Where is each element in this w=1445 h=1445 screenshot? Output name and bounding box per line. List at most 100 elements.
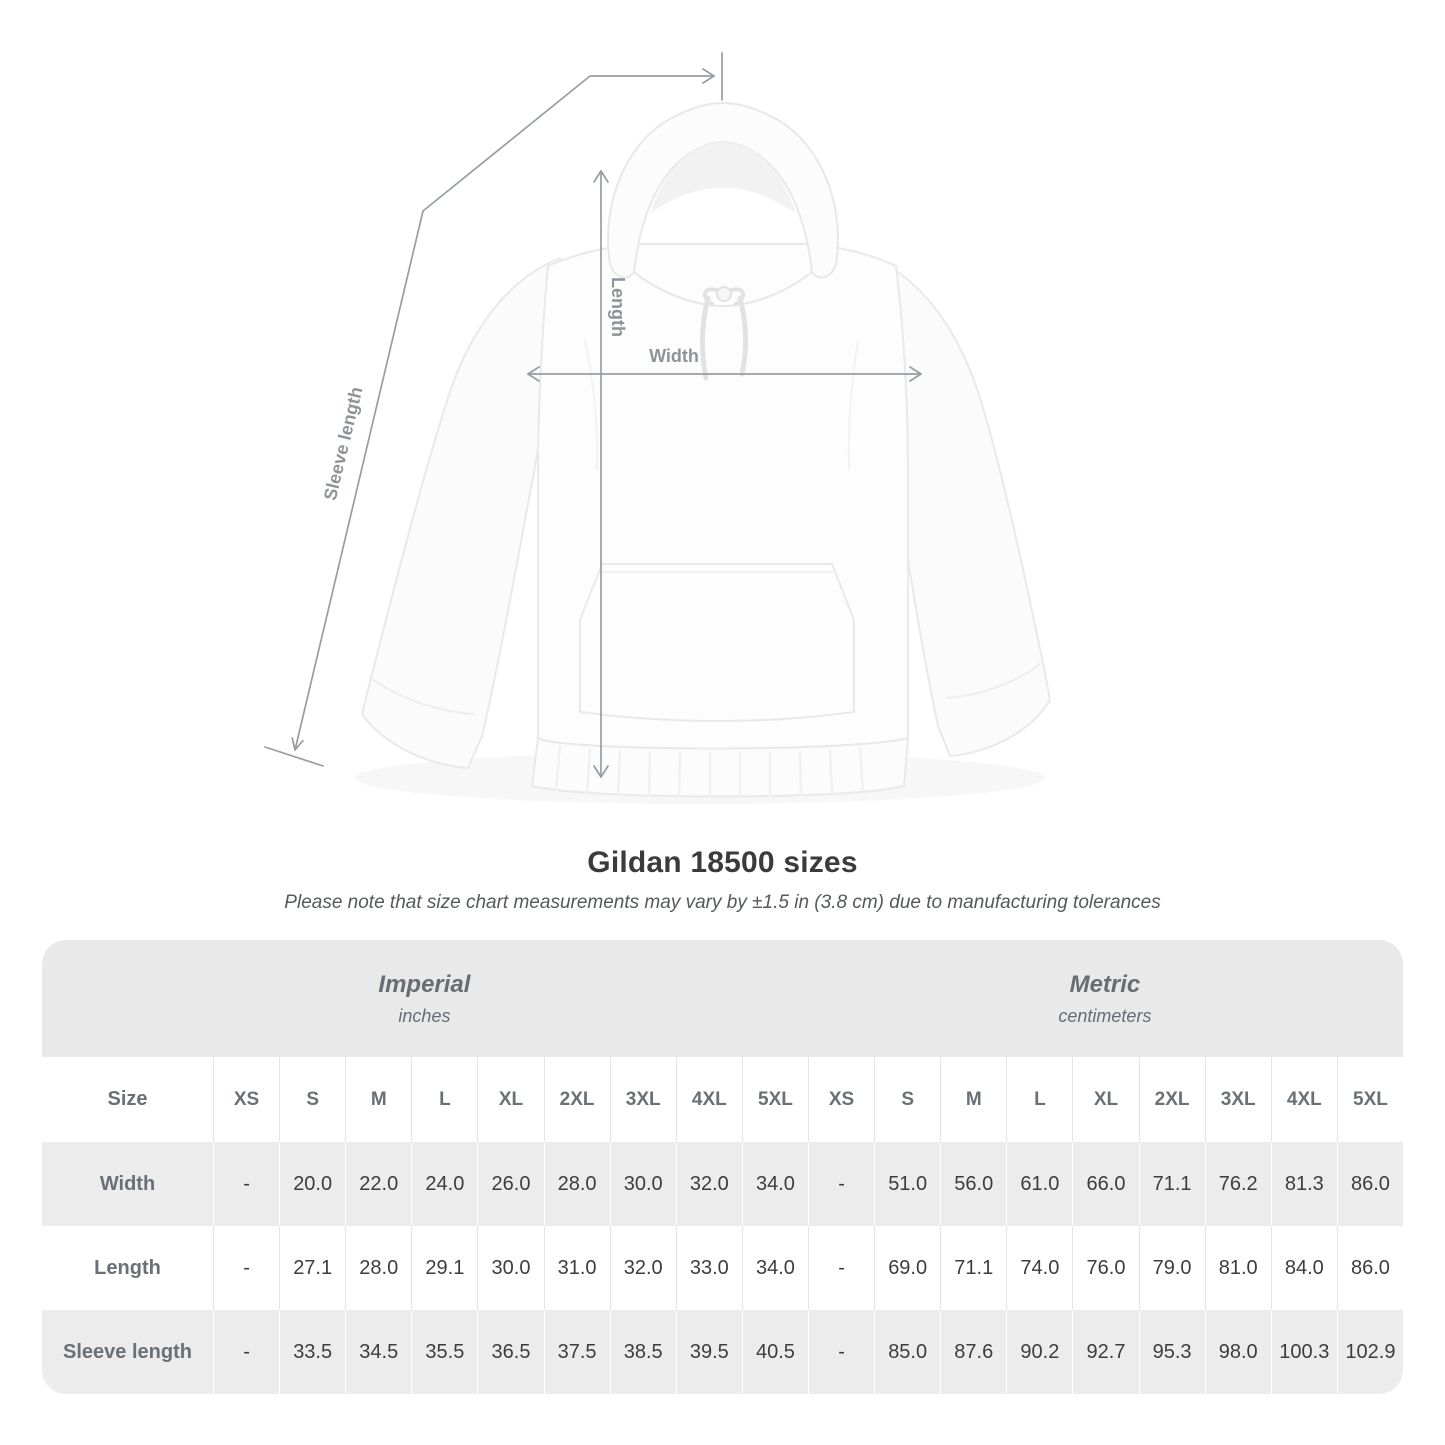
imperial-value-cell: 34.5 <box>345 1310 411 1394</box>
metric-value-cell: 98.0 <box>1204 1310 1271 1394</box>
metric-value-cell: 84.0 <box>1270 1226 1337 1310</box>
sleeve-length-measure-label: Sleeve length <box>320 385 367 503</box>
metric-value-cell: - <box>808 1310 874 1394</box>
measurement-row: Length -27.1 28.0 29.1 30.0 31.0 32.0 33.0 34.0-… <box>42 1226 1403 1310</box>
imperial-value-cell: 35.5 <box>411 1310 477 1394</box>
metric-value-cell: 95.3 <box>1138 1310 1205 1394</box>
row-label: Width <box>99 1172 156 1195</box>
metric-size-header: M <box>940 1057 1006 1142</box>
metric-size-header: XS <box>808 1057 874 1142</box>
metric-size-header: XL <box>1072 1057 1138 1142</box>
length-measure-line <box>593 170 609 778</box>
imperial-value-cell: 40.5 <box>741 1310 808 1394</box>
imperial-value-cell: 37.5 <box>543 1310 610 1394</box>
hoodie-fold-right <box>847 339 859 471</box>
metric-value-cell: 81.0 <box>1204 1226 1271 1310</box>
metric-value-cell: 87.6 <box>940 1310 1006 1394</box>
metric-group-unit: centimeters <box>1058 1005 1152 1026</box>
metric-value-cell: 69.0 <box>874 1226 940 1310</box>
metric-value-cell: 86.0 <box>1336 1142 1403 1226</box>
hoodie-left-cuff-seam <box>373 679 475 715</box>
imperial-value-cell: 33.0 <box>675 1226 742 1310</box>
hoodie-right-cuff-seam <box>945 663 1041 699</box>
tolerance-note: Please note that size chart measurements… <box>284 892 1161 913</box>
metric-value-cell: 81.3 <box>1270 1142 1337 1226</box>
imperial-value-cell: 38.5 <box>609 1310 676 1394</box>
metric-value-cell: 51.0 <box>874 1142 940 1226</box>
imperial-value-cell: - <box>213 1310 279 1394</box>
imperial-value-cell: 34.0 <box>741 1142 808 1226</box>
metric-value-cell: 79.0 <box>1138 1226 1205 1310</box>
imperial-size-header: M <box>345 1057 411 1142</box>
metric-value-cell: 71.1 <box>940 1226 1006 1310</box>
metric-value-cell: - <box>808 1142 874 1226</box>
imperial-size-header: L <box>411 1057 477 1142</box>
imperial-group-header: Imperial inches <box>42 940 807 1057</box>
metric-value-cell: - <box>808 1226 874 1310</box>
imperial-value-cell: 24.0 <box>411 1142 477 1226</box>
hoodie-hood-lining <box>650 142 796 214</box>
imperial-value-cell: 36.5 <box>477 1310 543 1394</box>
imperial-size-header: 3XL <box>609 1057 676 1142</box>
metric-value-cell: 61.0 <box>1006 1142 1072 1226</box>
row-label: Sleeve length <box>63 1340 192 1363</box>
imperial-group-unit: inches <box>398 1005 451 1026</box>
imperial-value-cell: 30.0 <box>609 1142 676 1226</box>
imperial-value-cell: - <box>213 1226 279 1310</box>
imperial-value-cell: 32.0 <box>675 1142 742 1226</box>
imperial-value-cell: 34.0 <box>741 1226 808 1310</box>
hoodie-fold-left <box>584 339 599 471</box>
measurement-row: Sleeve length -33.5 34.5 35.5 36.5 37.5 38.5 39… <box>42 1310 1403 1394</box>
imperial-value-cell: 26.0 <box>477 1142 543 1226</box>
metric-size-header: 2XL <box>1138 1057 1205 1142</box>
imperial-value-cell: 32.0 <box>609 1226 676 1310</box>
metric-value-cell: 86.0 <box>1336 1226 1403 1310</box>
metric-value-cell: 90.2 <box>1006 1310 1072 1394</box>
metric-group-title: Metric <box>1069 970 1141 998</box>
page-title: Gildan 18500 sizes <box>587 846 858 879</box>
metric-value-cell: 85.0 <box>874 1310 940 1394</box>
imperial-size-header: XL <box>477 1057 543 1142</box>
imperial-size-header: XS <box>213 1057 279 1142</box>
row-label: Length <box>94 1256 161 1279</box>
metric-value-cell: 74.0 <box>1006 1226 1072 1310</box>
size-table: Imperial inches Metric centimeters Size X… <box>42 940 1403 1394</box>
imperial-value-cell: 31.0 <box>543 1226 610 1310</box>
size-column-label: Size <box>107 1088 148 1110</box>
metric-value-cell: 76.0 <box>1072 1226 1138 1310</box>
imperial-size-header: S <box>279 1057 345 1142</box>
hoodie-measurement-diagram: Length Width Sleeve length <box>264 52 1051 799</box>
size-header-row: Size XS S M L XL 2XL 3XL 4XL 5XL XS S M L XL 2XL 3XL 4XL 5… <box>42 1057 1403 1142</box>
imperial-value-cell: 33.5 <box>279 1310 345 1394</box>
imperial-size-header: 5XL <box>741 1057 808 1142</box>
hoodie-mockup-section: Length Width Sleeve length <box>264 52 1051 799</box>
imperial-size-header: 4XL <box>675 1057 742 1142</box>
metric-value-cell: 76.2 <box>1204 1142 1271 1226</box>
size-grid: Size XS S M L XL 2XL 3XL 4XL 5XL XS S M L XL 2XL 3XL 4XL 5… <box>42 1057 1403 1394</box>
hoodie-illustration <box>361 102 1051 799</box>
imperial-value-cell: 20.0 <box>279 1142 345 1226</box>
hoodie-hem-band <box>531 737 909 798</box>
hoodie-drawstrings <box>699 286 749 381</box>
measurement-row: Width -20.0 22.0 24.0 26.0 28.0 30.0 32.0 34.0-5… <box>42 1142 1403 1226</box>
hoodie-hood <box>607 102 839 279</box>
unit-group-header: Imperial inches Metric centimeters <box>42 940 1403 1057</box>
imperial-value-cell: 28.0 <box>345 1226 411 1310</box>
metric-value-cell: 56.0 <box>940 1142 1006 1226</box>
metric-size-header: 3XL <box>1204 1057 1271 1142</box>
metric-value-cell: 71.1 <box>1138 1142 1205 1226</box>
sleeve-length-measure-line <box>264 52 723 767</box>
metric-value-cell: 100.3 <box>1270 1310 1337 1394</box>
imperial-value-cell: - <box>213 1142 279 1226</box>
metric-value-cell: 102.9 <box>1336 1310 1403 1394</box>
imperial-value-cell: 30.0 <box>477 1226 543 1310</box>
metric-group-header: Metric centimeters <box>807 940 1403 1057</box>
imperial-value-cell: 29.1 <box>411 1226 477 1310</box>
length-measure-label: Length <box>608 277 628 337</box>
width-measure-line <box>527 366 922 382</box>
metric-size-header: S <box>874 1057 940 1142</box>
metric-size-header: L <box>1006 1057 1072 1142</box>
hoodie-neckline-seam <box>633 271 813 307</box>
imperial-value-cell: 27.1 <box>279 1226 345 1310</box>
metric-size-header: 4XL <box>1270 1057 1337 1142</box>
